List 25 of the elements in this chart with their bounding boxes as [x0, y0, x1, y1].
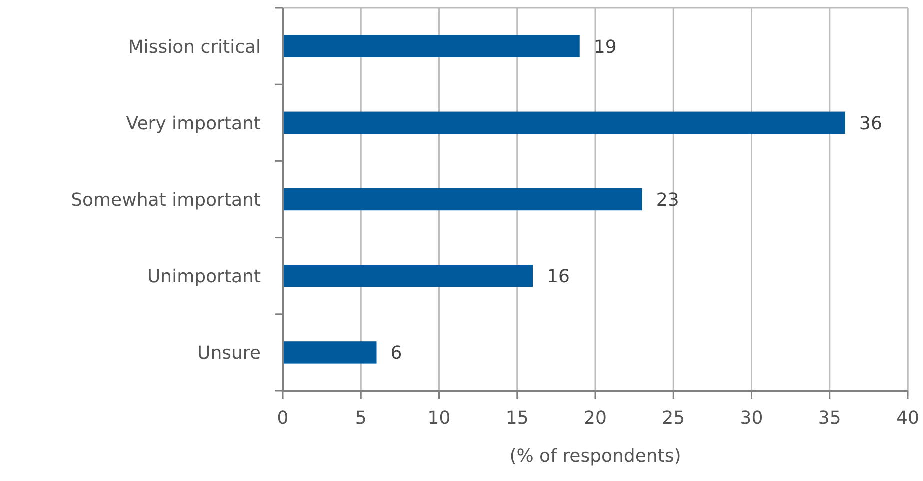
x-tick-label: 5: [355, 408, 367, 429]
data-label: 23: [656, 190, 680, 211]
y-tick-label: Unimportant: [147, 266, 261, 288]
bar: [283, 112, 846, 134]
x-tick-label: 15: [506, 408, 529, 429]
bar: [283, 264, 533, 288]
x-tick-label: 40: [896, 408, 920, 429]
data-label: 19: [594, 36, 617, 58]
x-tick-label: 0: [277, 408, 289, 429]
x-tick-label: 20: [584, 408, 607, 429]
data-label: 6: [390, 343, 402, 364]
y-tick-label: Somewhat important: [71, 190, 261, 211]
y-tick-label: Unsure: [198, 343, 261, 364]
bar: [283, 188, 642, 211]
y-tick-label: Very important: [126, 113, 261, 134]
data-label: 36: [860, 113, 882, 134]
x-tick-label: 10: [428, 408, 451, 429]
y-tick-label: Mission critical: [128, 36, 261, 58]
bar: [283, 342, 377, 364]
x-axis-title: (% of respondents): [510, 446, 682, 467]
data-label: 16: [547, 266, 570, 288]
bar: [283, 35, 580, 58]
x-tick-label: 25: [662, 408, 686, 429]
x-tick-label: 35: [818, 408, 842, 429]
x-tick-label: 30: [740, 408, 764, 429]
